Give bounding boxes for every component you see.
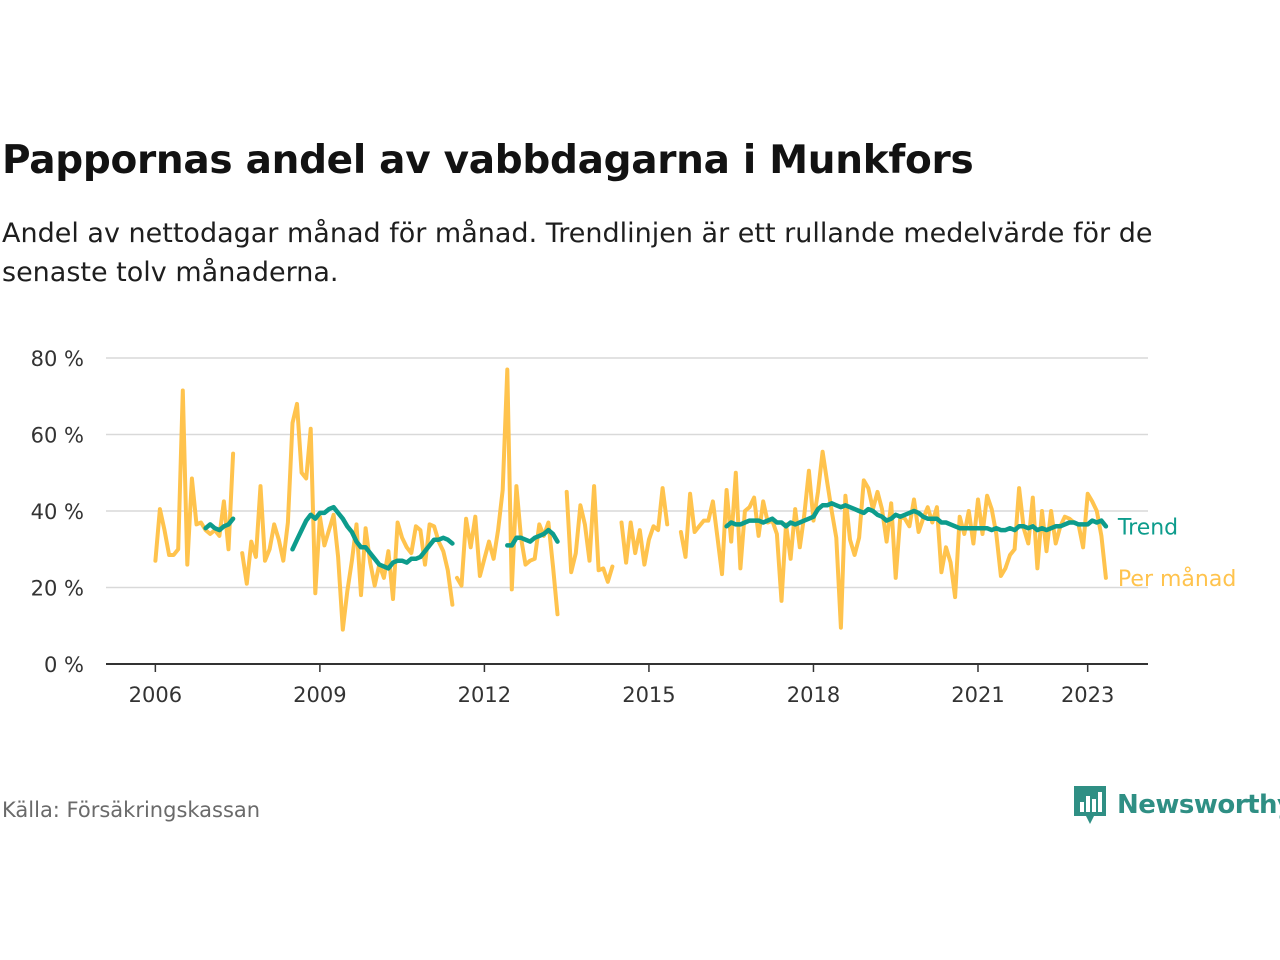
trend-series-line	[203, 516, 236, 533]
newsworthy-logo[interactable]: Newsworthy	[1072, 784, 1280, 826]
x-tick-label: 2006	[129, 683, 182, 707]
y-tick-label: 80 %	[31, 347, 84, 371]
trend-series-line	[724, 501, 1109, 533]
monthly-series-line	[678, 449, 1108, 630]
y-tick-label: 0 %	[44, 653, 84, 677]
x-tick-label: 2009	[293, 683, 346, 707]
y-tick-label: 20 %	[31, 577, 84, 601]
trend-series-label: Trend	[1117, 515, 1178, 540]
trend-series-line	[290, 504, 455, 571]
monthly-series-line	[564, 484, 615, 584]
y-tick-label: 60 %	[31, 424, 84, 448]
x-tick-label: 2021	[951, 683, 1004, 707]
y-tick-label: 40 %	[31, 500, 84, 524]
source-note: Källa: Försäkringskassan	[2, 798, 261, 822]
x-tick-label: 2012	[458, 683, 511, 707]
x-tick-label: 2015	[622, 683, 675, 707]
chart-subtitle: Andel av nettodagar månad för månad. Tre…	[2, 218, 1153, 288]
monthly-series-line	[455, 367, 560, 617]
x-tick-label: 2018	[787, 683, 840, 707]
brand-name: Newsworthy	[1117, 790, 1280, 820]
chart-title: Pappornas andel av vabbdagarna i Munkfor…	[2, 138, 974, 183]
monthly-series-line	[240, 401, 455, 632]
trend-series-line	[505, 527, 560, 548]
monthly-series-label: Per månad	[1118, 566, 1236, 592]
monthly-series-line	[619, 486, 670, 567]
newsworthy-logo-icon	[1074, 786, 1106, 824]
monthly-series-line	[153, 388, 236, 567]
line-chart: 0 % 20 % 40 % 60 % 80 % 2006 2009 2012 2015 2018 2…	[31, 347, 1237, 707]
x-tick-label: 2023	[1061, 683, 1114, 707]
